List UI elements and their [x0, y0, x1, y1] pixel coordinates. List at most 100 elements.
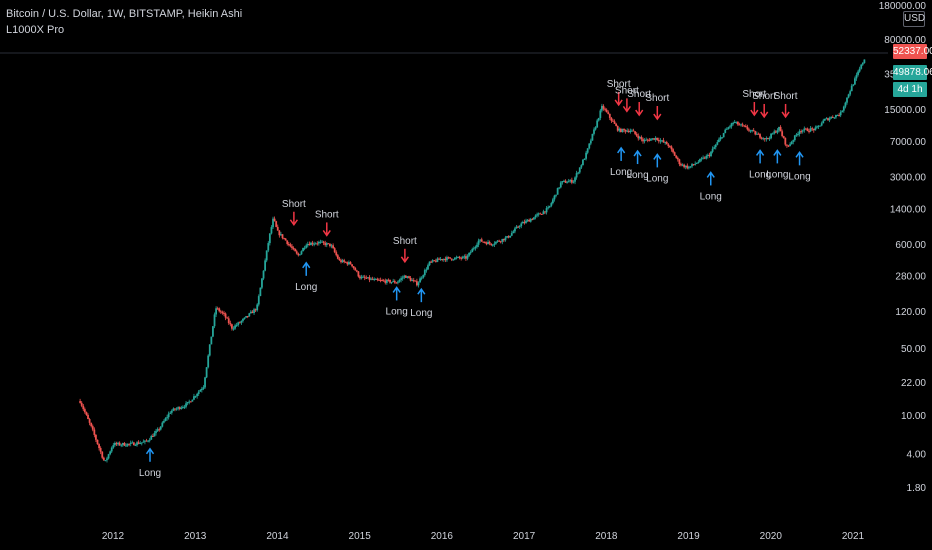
candle-body [675, 155, 678, 158]
candle-body [87, 414, 89, 420]
candle-body [170, 410, 173, 413]
candle-body [240, 320, 243, 323]
candle-body [207, 355, 210, 368]
candle-body [721, 137, 723, 139]
indicator-name[interactable]: L1000X Pro [6, 24, 65, 36]
symbol-title[interactable]: Bitcoin / U.S. Dollar, 1W, BITSTAMP, Hei… [6, 8, 243, 20]
candle-body [811, 128, 814, 130]
candle-body [578, 167, 581, 173]
candle-body [327, 243, 330, 245]
candle-body [842, 106, 845, 111]
candle-body [164, 418, 167, 422]
candle-body [189, 401, 192, 403]
candle-body [801, 130, 804, 132]
short-signal-label: Short [607, 79, 631, 90]
candle-body [264, 260, 267, 271]
candle-body [591, 133, 594, 141]
candle-body [234, 325, 236, 329]
long-signal-label: Long [610, 167, 632, 178]
candle-body [853, 78, 856, 85]
countdown-label: 4d 1h [893, 82, 927, 97]
candle-body [428, 261, 431, 266]
candle-body [118, 442, 121, 446]
candle-body [559, 182, 562, 188]
candle-body [96, 439, 99, 445]
candle-body [612, 120, 614, 122]
candle-body [267, 243, 270, 251]
candle-body [344, 261, 347, 263]
candle-body [128, 443, 131, 445]
candle-body [738, 124, 741, 126]
candle-body [283, 238, 285, 240]
candle-body [793, 135, 796, 141]
candle-body [819, 125, 822, 127]
candle-body [525, 220, 527, 223]
candle-body [259, 287, 262, 297]
candle-body [335, 252, 338, 256]
candle-body [602, 105, 605, 109]
candle-body [368, 277, 371, 280]
candle-body [137, 442, 140, 444]
candle-body [261, 278, 263, 288]
candle-body [833, 117, 836, 119]
candle-body [831, 116, 834, 118]
candle-body [183, 406, 186, 408]
candle-body [237, 322, 240, 325]
candle-body [509, 235, 512, 238]
x-tick-label: 2016 [431, 531, 454, 542]
candle-body [148, 439, 151, 441]
candle-body [607, 112, 610, 114]
candle-body [708, 154, 711, 157]
candle-body [718, 139, 720, 143]
currency-button[interactable]: USD [903, 11, 925, 27]
candle-body [113, 443, 116, 446]
candle-body [836, 114, 839, 116]
candle-body [510, 233, 513, 236]
candle-body [167, 413, 170, 418]
candle-body [352, 266, 355, 269]
candle-body [844, 102, 847, 107]
candle-body [275, 221, 278, 227]
candle-body [586, 148, 589, 153]
x-tick-label: 2012 [102, 531, 125, 542]
candle-body [797, 134, 799, 136]
candle-body [79, 401, 82, 403]
y-tick-label: 22.00 [901, 378, 926, 389]
candle-body [406, 276, 409, 278]
candle-body [673, 152, 676, 156]
candle-body [507, 236, 510, 238]
candle-body [847, 94, 850, 98]
candle-body [480, 239, 483, 242]
candle-body [526, 219, 529, 221]
candle-body [393, 280, 396, 283]
candle-body [749, 130, 752, 132]
candle-body [820, 123, 823, 126]
candle-body [145, 440, 148, 442]
candle-body [172, 408, 175, 411]
candle-body [599, 110, 602, 119]
candle-body [792, 140, 795, 142]
candle-body [218, 308, 221, 312]
candle-body [711, 148, 714, 152]
candle-body [423, 270, 426, 276]
candle-body [365, 277, 368, 279]
candle-body [178, 407, 181, 409]
candle-body [362, 276, 365, 278]
candle-body [623, 128, 625, 130]
candle-body [665, 141, 668, 145]
candle-body [770, 133, 772, 139]
time-axis[interactable]: 2012 2013 2014 2015 2016 2017 2018 2019 2020 2021 [102, 531, 865, 542]
candle-body [635, 133, 638, 136]
candle-body [397, 281, 399, 283]
long-signal-label: Long [410, 308, 432, 319]
x-tick-label: 2013 [184, 531, 207, 542]
candle-body [491, 244, 494, 246]
candle-body [80, 402, 83, 406]
x-tick-label: 2020 [760, 531, 783, 542]
candle-body [420, 277, 423, 279]
candle-body [694, 163, 697, 165]
candle-body [474, 246, 477, 249]
candle-body [215, 308, 217, 315]
candle-body [767, 138, 769, 140]
